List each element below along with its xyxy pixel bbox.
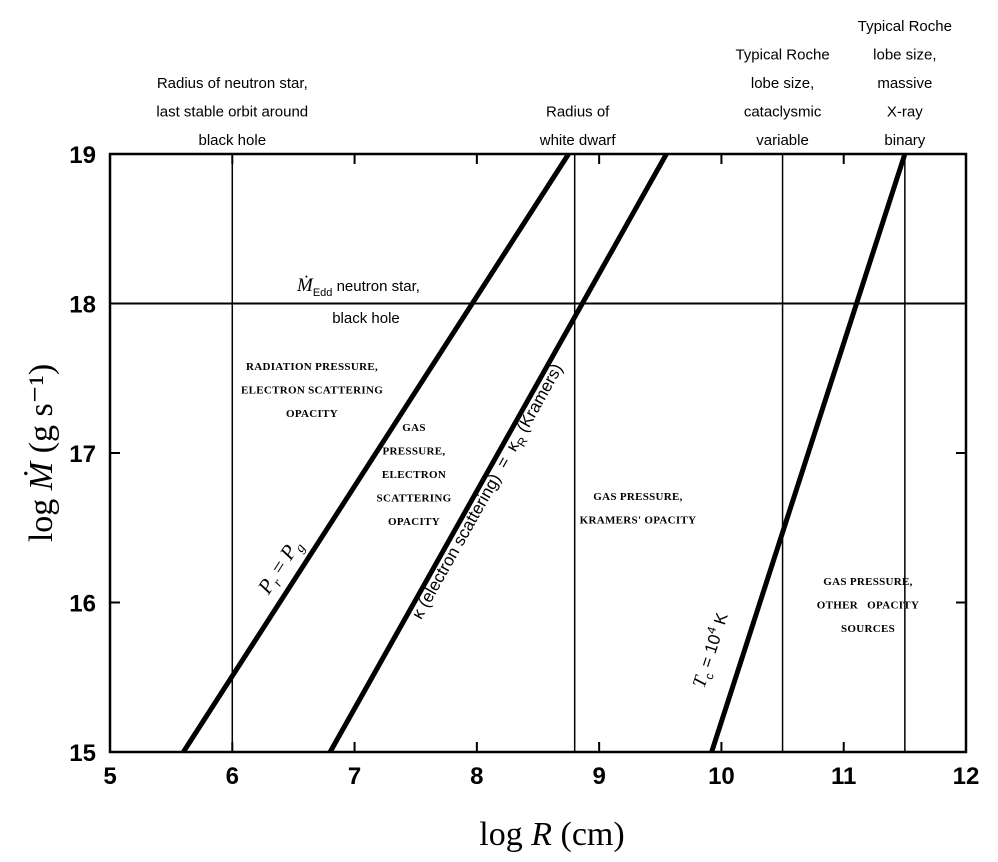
region-label: SCATTERING (377, 493, 452, 505)
horizontal-line-labels: ṀEdd neutron star, black hole (296, 275, 420, 327)
y-tick-label: 17 (69, 441, 96, 468)
x-tick-label: 11 (831, 763, 856, 790)
region-label: GAS (402, 422, 426, 434)
region-label: GAS PRESSURE, (593, 491, 682, 503)
y-axis-ticks: 15 16 17 18 19 (69, 142, 966, 767)
region-label: GAS PRESSURE, (823, 576, 912, 588)
x-tick-label: 7 (348, 763, 361, 790)
vertical-line-label: lobe size, (873, 47, 936, 64)
vertical-line-label: cataclysmic (744, 104, 822, 121)
vertical-line-label: Radius of neutron star, (157, 75, 308, 92)
vertical-line-label: massive (877, 75, 932, 92)
eddington-label-line2: black hole (332, 310, 400, 327)
vertical-line-label: Typical Roche (858, 18, 952, 35)
y-axis-title: log Ṁ (g s⁻¹) (23, 364, 60, 542)
y-tick-label: 16 (69, 591, 96, 618)
vertical-line-label: lobe size, (751, 75, 814, 92)
series-lines (181, 152, 908, 754)
series-line-2 (709, 153, 908, 753)
x-axis-title: log R (cm) (479, 816, 624, 853)
vertical-line-label: black hole (199, 132, 267, 149)
series-label-2: Tc = 104 K (687, 609, 736, 691)
eddington-label: ṀEdd neutron star, (296, 275, 420, 299)
vertical-line-label: binary (884, 132, 925, 149)
vertical-line-label: X-ray (887, 104, 923, 121)
x-tick-label: 5 (103, 763, 116, 790)
vertical-line-label: white dwarf (539, 132, 617, 149)
region-label: ELECTRON SCATTERING (241, 385, 383, 397)
y-tick-label: 18 (69, 292, 96, 319)
region-label: OPACITY (286, 408, 338, 420)
x-tick-label: 10 (708, 763, 735, 790)
vertical-line-label: Radius of (546, 104, 610, 121)
region-label: ELECTRON (382, 469, 446, 481)
vertical-line-label: Typical Roche (735, 47, 829, 64)
region-label: OPACITY (388, 516, 440, 528)
top-labels: Radius of neutron star, last stable orbit… (156, 18, 952, 149)
region-label: KRAMERS' OPACITY (580, 515, 697, 527)
x-axis-ticks: 5 6 7 8 9 10 11 12 (103, 154, 979, 790)
x-tick-label: 9 (592, 763, 605, 790)
vertical-line-label: variable (756, 132, 809, 149)
x-tick-label: 12 (953, 763, 980, 790)
region-label: OTHER OPACITY (817, 600, 919, 612)
series-line-0 (181, 152, 571, 754)
y-tick-label: 19 (69, 142, 96, 169)
region-label: RADIATION PRESSURE, (246, 361, 378, 373)
vertical-line-label: last stable orbit around (156, 104, 308, 121)
region-label: SOURCES (841, 623, 895, 635)
svg-text:Tc = 104 K: Tc = 104 K (687, 609, 736, 691)
region-labels: RADIATION PRESSURE, ELECTRON SCATTERING OP… (241, 361, 919, 635)
vertical-reference-lines (231, 154, 906, 752)
region-label: PRESSURE, (383, 446, 446, 458)
x-tick-label: 6 (226, 763, 239, 790)
series-line-1 (327, 152, 669, 754)
x-tick-label: 8 (470, 763, 483, 790)
y-tick-label: 15 (69, 740, 96, 767)
